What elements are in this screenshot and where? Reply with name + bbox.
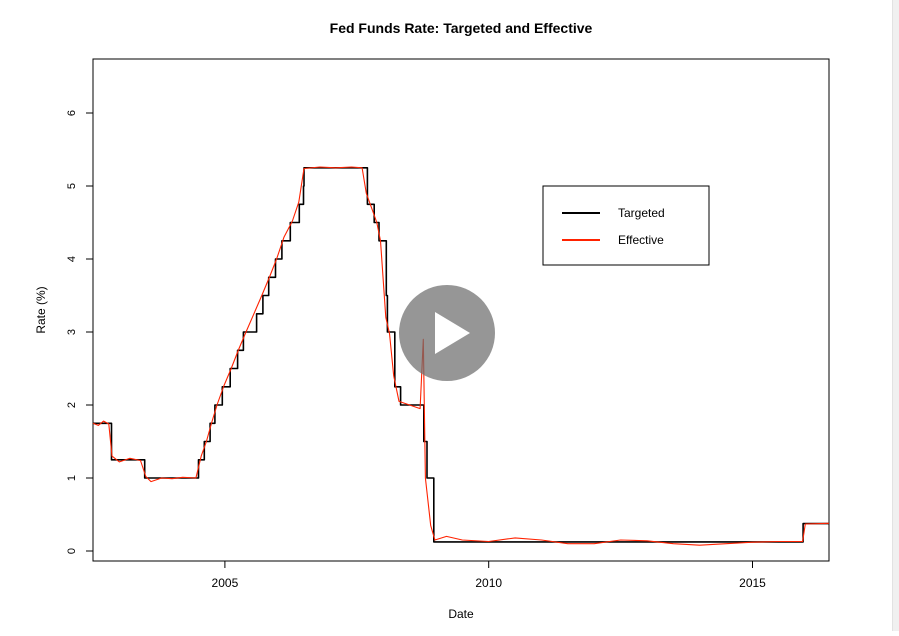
legend: Targeted Effective — [542, 185, 710, 266]
y-tick-label: 6 — [66, 110, 78, 116]
y-tick-label: 0 — [66, 548, 78, 554]
x-tick-label: 2010 — [475, 576, 502, 590]
y-tick-label: 4 — [66, 256, 78, 262]
plot-area-border — [92, 58, 830, 562]
legend-label-targeted: Targeted — [618, 206, 665, 220]
chart-title: Fed Funds Rate: Targeted and Effective — [330, 20, 593, 36]
x-tick-label: 2005 — [212, 576, 239, 590]
series-line-targeted — [93, 167, 829, 543]
x-axis-label: Date — [448, 607, 474, 621]
y-axis-label: Rate (%) — [34, 286, 48, 333]
play-icon — [435, 312, 470, 354]
y-tick-label: 3 — [66, 329, 78, 335]
y-tick-label: 5 — [66, 183, 78, 189]
legend-box — [542, 185, 710, 266]
y-tick-label: 1 — [66, 475, 78, 481]
play-button[interactable] — [399, 285, 495, 381]
legend-label-effective: Effective — [618, 233, 664, 247]
scrollbar[interactable] — [892, 0, 899, 631]
series-line-effective — [92, 166, 830, 546]
x-tick-label: 2015 — [739, 576, 766, 590]
y-tick-label: 2 — [66, 402, 78, 408]
